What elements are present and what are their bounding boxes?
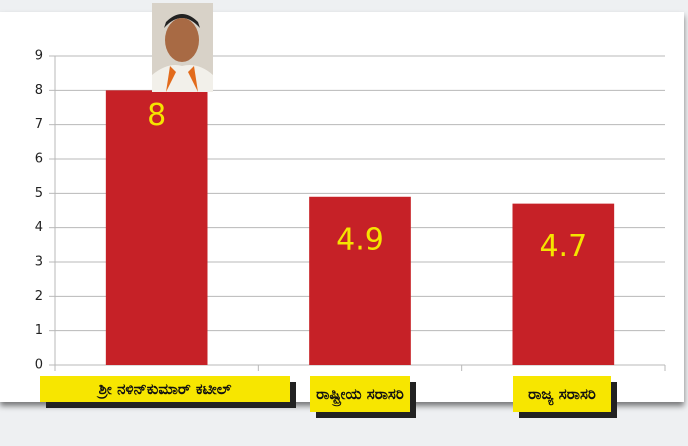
y-tick-label: 2	[35, 289, 43, 304]
y-tick-label: 6	[35, 152, 43, 167]
data-label: 4.9	[336, 222, 384, 257]
y-tick-label: 3	[35, 255, 43, 270]
y-tick-label: 0	[35, 358, 43, 373]
page: 0123456789 84.94.7 (() => { const data =…	[0, 0, 688, 446]
data-label: 8	[147, 98, 166, 133]
y-tick-label: 1	[35, 323, 43, 338]
data-label: 4.7	[539, 229, 587, 264]
portrait-photo	[152, 3, 213, 92]
bar	[513, 204, 615, 365]
category-label: ರಾಜ್ಯ ಸರಾಸರಿ	[513, 376, 611, 412]
category-label: ಶ್ರೀ ನಳಿನ್‌ಕುಮಾರ್ ಕಟೀಲ್	[40, 376, 290, 402]
y-tick-label: 5	[35, 186, 43, 201]
y-tick-label: 4	[35, 220, 43, 235]
y-tick-label: 7	[35, 117, 43, 132]
y-tick-label: 8	[35, 83, 43, 98]
y-tick-label: 9	[35, 49, 43, 64]
category-label: ರಾಷ್ಟ್ರೀಯ ಸರಾಸರಿ	[310, 376, 410, 412]
